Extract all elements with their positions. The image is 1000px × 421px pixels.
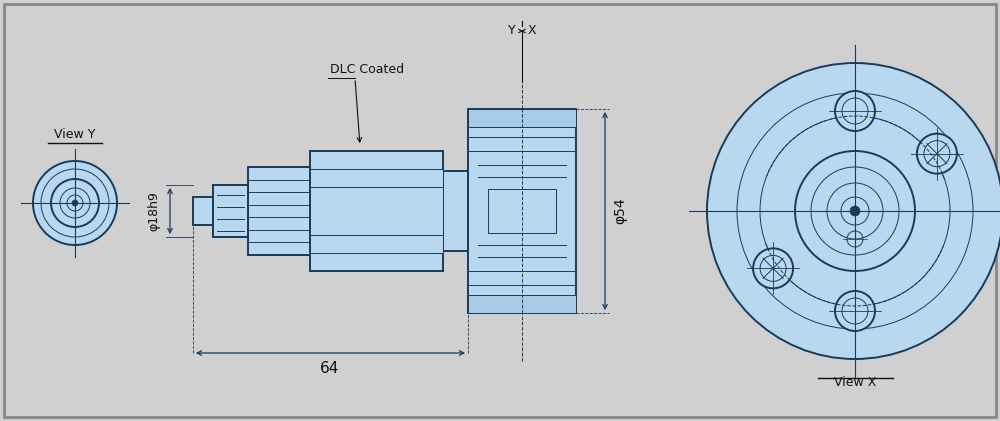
Text: φ54: φ54 (613, 198, 627, 224)
Bar (248, 167, 310, 255)
Bar (413, 157, 438, 265)
Text: View X: View X (834, 376, 876, 389)
Circle shape (917, 133, 957, 173)
Circle shape (753, 248, 793, 288)
Bar (468, 109, 576, 127)
Text: DLC Coated: DLC Coated (330, 63, 404, 76)
Circle shape (835, 291, 875, 331)
Bar (413, 169, 443, 253)
Circle shape (850, 206, 860, 216)
Text: φ18h9: φ18h9 (147, 191, 160, 231)
Circle shape (707, 63, 1000, 359)
Bar (438, 171, 468, 251)
Bar (488, 189, 556, 233)
Text: X: X (528, 24, 537, 37)
Bar (193, 197, 213, 225)
Text: View Y: View Y (54, 128, 96, 141)
Bar (310, 151, 443, 271)
Circle shape (72, 200, 78, 206)
Text: Y: Y (508, 24, 516, 37)
Circle shape (835, 91, 875, 131)
Bar (468, 295, 576, 313)
Bar (468, 109, 576, 313)
Text: 64: 64 (320, 361, 340, 376)
Circle shape (33, 161, 117, 245)
Bar (213, 185, 248, 237)
